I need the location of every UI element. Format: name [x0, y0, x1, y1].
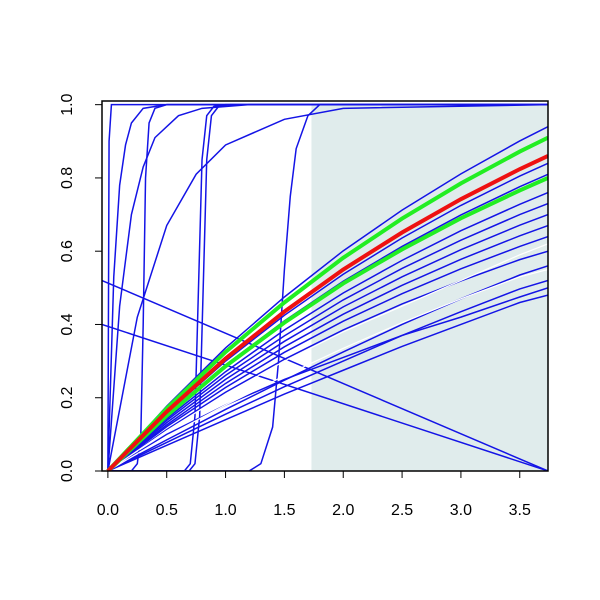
line: [107, 224, 548, 471]
x-tick-label: 2.5: [391, 502, 413, 519]
line: [107, 103, 548, 471]
line: [106, 154, 548, 471]
x-tick-label: 1.5: [273, 502, 295, 519]
y-tick-label: 0.6: [59, 240, 76, 262]
line: [107, 268, 548, 471]
y-tick-label: 1.0: [59, 93, 76, 115]
x-tick-label: 0.5: [156, 502, 178, 519]
line: [107, 279, 548, 471]
x-tick-label: 2.0: [332, 502, 354, 519]
line: [107, 191, 548, 471]
line: [107, 103, 548, 471]
line: [102, 323, 548, 471]
line: [107, 103, 548, 471]
line: [107, 265, 548, 471]
line: [107, 202, 548, 471]
line: [102, 279, 548, 471]
line: [107, 287, 548, 471]
line: [107, 103, 548, 471]
x-tick-label: 1.0: [214, 502, 236, 519]
y-tick-label: 0.4: [59, 313, 76, 335]
line: [106, 135, 548, 471]
shaded-region: [311, 104, 548, 472]
x-tick-label: 0.0: [97, 502, 119, 519]
x-tick-label: 3.5: [509, 502, 531, 519]
y-tick-label: 0.0: [59, 460, 76, 482]
line: [107, 250, 548, 471]
line: [107, 243, 548, 471]
y-tick-label: 0.8: [59, 167, 76, 189]
y-tick-label: 0.2: [59, 387, 76, 409]
line: [107, 103, 548, 471]
plot-box: [101, 100, 549, 472]
line: [107, 294, 548, 471]
line: [106, 176, 548, 471]
line: [107, 213, 548, 471]
line: [107, 125, 548, 471]
line: [107, 235, 548, 471]
x-tick-label: 3.0: [450, 502, 472, 519]
